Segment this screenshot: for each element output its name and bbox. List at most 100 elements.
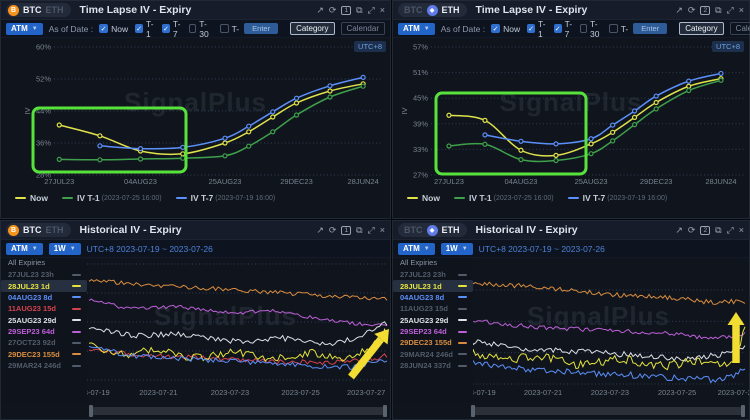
fullscreen-icon[interactable]: ⤢	[726, 4, 734, 15]
time-range-slider[interactable]	[471, 405, 745, 417]
slider-handle-left[interactable]	[89, 405, 93, 417]
coin-eth[interactable]: ETH	[45, 225, 64, 235]
expiry-item[interactable]: 29MAR24 246d	[1, 360, 87, 371]
checkbox-t-7[interactable]: ✓ T-7	[161, 19, 182, 39]
expiry-item[interactable]: 29DEC23 155d	[1, 349, 87, 360]
checkbox-now[interactable]: ✓ Now	[99, 24, 128, 34]
expiry-item[interactable]: 11AUG23 15d	[393, 303, 473, 314]
expiry-item[interactable]: 28JUL23 1d	[1, 280, 87, 292]
coin-btc[interactable]: BTC	[23, 5, 42, 15]
duplicate-icon[interactable]: ⧉	[715, 224, 722, 235]
expiry-line-swatch	[72, 353, 81, 356]
period-dropdown[interactable]: 1W ▼	[48, 242, 81, 255]
close-icon[interactable]: ×	[738, 224, 744, 235]
expiry-item[interactable]: 04AUG23 8d	[1, 292, 87, 303]
slider-handle-right[interactable]	[741, 405, 745, 417]
expiry-item[interactable]: 29MAR24 246d	[393, 349, 473, 360]
strike-dropdown[interactable]: ATM ▼	[6, 242, 43, 255]
checkbox-t-1[interactable]: ✓ T-1	[527, 19, 547, 39]
share-icon[interactable]: ↗	[675, 4, 683, 15]
slider-handle-right[interactable]	[383, 405, 387, 417]
checkbox-t-[interactable]: T- Enter	[608, 23, 668, 34]
close-icon[interactable]: ×	[738, 4, 744, 15]
share-icon[interactable]: ↗	[316, 4, 324, 15]
duplicate-icon[interactable]: ⧉	[715, 4, 722, 15]
coin-btc[interactable]: BTC	[404, 5, 423, 15]
checkbox-box[interactable]	[608, 24, 618, 33]
strike-dropdown[interactable]: ATM ▼	[398, 22, 435, 35]
expiry-item[interactable]: 28JUL23 1d	[393, 280, 473, 292]
coin-eth[interactable]: ETH	[441, 5, 460, 15]
expiry-item[interactable]: 04AUG23 8d	[393, 292, 473, 303]
strike-dropdown[interactable]: ATM ▼	[398, 242, 435, 255]
coin-btc[interactable]: BTC	[23, 225, 42, 235]
fullscreen-icon[interactable]: ⤢	[367, 224, 375, 235]
refresh-icon[interactable]: ⟳	[328, 224, 337, 235]
coin-toggle[interactable]: BTC ◆ ETH	[398, 223, 467, 237]
expiry-item[interactable]: 11AUG23 15d	[1, 303, 87, 314]
legend-item[interactable]: IV T-7 (2023-07-19 16:00)	[175, 193, 275, 203]
checkbox-t-1[interactable]: ✓ T-1	[135, 19, 155, 39]
checkbox-now[interactable]: ✓ Now	[491, 24, 520, 34]
checkbox-box[interactable]	[188, 24, 197, 33]
coin-toggle[interactable]: B BTC ETH	[6, 223, 71, 237]
coin-eth[interactable]: ETH	[45, 5, 64, 15]
expiry-label: 29DEC23 155d	[400, 338, 452, 348]
expiry-item[interactable]: 29SEP23 64d	[1, 326, 87, 337]
fullscreen-icon[interactable]: ⤢	[367, 4, 375, 15]
checkbox-box[interactable]: ✓	[491, 24, 501, 33]
time-range-slider[interactable]	[89, 405, 387, 417]
calendar-button[interactable]: Calendar	[340, 22, 385, 35]
close-icon[interactable]: ×	[379, 224, 385, 235]
custom-days-input[interactable]: Enter	[633, 23, 668, 34]
window-count-badge[interactable]: 2	[700, 5, 711, 15]
window-count-badge[interactable]: 1	[341, 225, 352, 235]
checkbox-box[interactable]: ✓	[161, 24, 170, 33]
window-count-badge[interactable]: 1	[341, 5, 352, 15]
coin-eth[interactable]: ETH	[441, 225, 460, 235]
fullscreen-icon[interactable]: ⤢	[726, 224, 734, 235]
checkbox-box[interactable]: ✓	[527, 24, 535, 33]
custom-days-input[interactable]: Enter	[244, 23, 279, 34]
expiry-item[interactable]: 28JUN24 337d	[393, 360, 473, 371]
checkbox-box[interactable]	[219, 24, 229, 33]
share-icon[interactable]: ↗	[675, 224, 683, 235]
checkbox-t-30[interactable]: T-30	[580, 19, 601, 39]
refresh-icon[interactable]: ⟳	[687, 224, 696, 235]
coin-toggle[interactable]: B BTC ETH	[6, 3, 71, 17]
checkbox-t-30[interactable]: T-30	[188, 19, 213, 39]
category-button[interactable]: Category	[290, 22, 335, 35]
refresh-icon[interactable]: ⟳	[328, 4, 337, 15]
coin-btc[interactable]: BTC	[404, 225, 423, 235]
legend-item[interactable]: IV T-1 (2023-07-25 16:00)	[453, 193, 554, 203]
expiry-item[interactable]: 25AUG23 29d	[393, 315, 473, 326]
expiry-item[interactable]: 25AUG23 29d	[1, 315, 87, 326]
slider-handle-left[interactable]	[471, 405, 475, 417]
legend-item[interactable]: Now	[15, 193, 48, 203]
window-count-badge[interactable]: 2	[700, 225, 711, 235]
expiry-item[interactable]: 27OCT23 92d	[1, 337, 87, 348]
expiry-item[interactable]: 27JUL23 23h	[1, 269, 87, 280]
checkbox-box[interactable]: ✓	[99, 24, 109, 33]
calendar-button[interactable]: Calendar	[729, 22, 750, 35]
period-dropdown[interactable]: 1W ▼	[440, 242, 473, 255]
legend-item[interactable]: Now	[407, 193, 440, 203]
expiry-item[interactable]: 27JUL23 23h	[393, 269, 473, 280]
strike-dropdown[interactable]: ATM ▼	[6, 22, 43, 35]
duplicate-icon[interactable]: ⧉	[356, 4, 363, 15]
coin-toggle[interactable]: BTC ◆ ETH	[398, 3, 467, 17]
close-icon[interactable]: ×	[379, 4, 385, 15]
share-icon[interactable]: ↗	[316, 224, 324, 235]
category-button[interactable]: Category	[679, 22, 724, 35]
checkbox-t-7[interactable]: ✓ T-7	[553, 19, 574, 39]
checkbox-box[interactable]	[580, 24, 588, 33]
expiry-item[interactable]: 29DEC23 155d	[393, 337, 473, 348]
expiry-item[interactable]: 29SEP23 64d	[393, 326, 473, 337]
checkbox-box[interactable]: ✓	[553, 24, 562, 33]
refresh-icon[interactable]: ⟳	[687, 4, 696, 15]
checkbox-t-[interactable]: T- Enter	[219, 23, 279, 34]
legend-item[interactable]: IV T-1 (2023-07-25 16:00)	[61, 193, 162, 203]
checkbox-box[interactable]: ✓	[135, 24, 143, 33]
legend-item[interactable]: IV T-7 (2023-07-19 16:00)	[567, 193, 667, 203]
duplicate-icon[interactable]: ⧉	[356, 224, 363, 235]
